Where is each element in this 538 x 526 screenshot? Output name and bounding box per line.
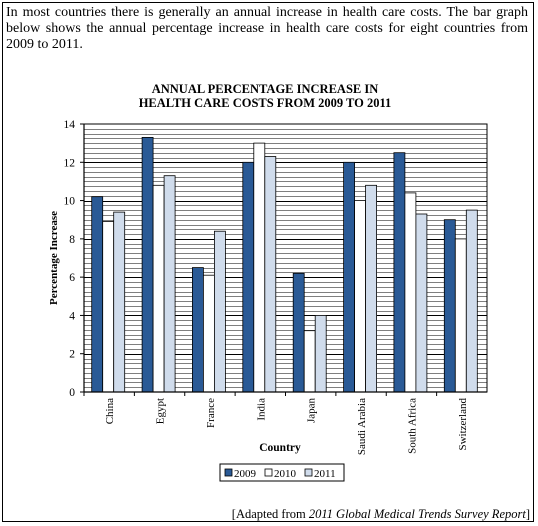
legend-swatch-2010 (264, 468, 273, 477)
y-tick-label: 0 (69, 387, 75, 399)
y-tick-label: 10 (64, 196, 76, 208)
x-tick-label: Japan (306, 398, 318, 424)
bar-2011-switzerland (465, 209, 478, 393)
y-axis-label: Percentage Increase (48, 211, 60, 305)
chart-subtitle: HEALTH CARE COSTS FROM 2009 TO 2011 (139, 96, 392, 110)
bar-2009-south-africa (393, 152, 406, 393)
bar-2011-japan (314, 314, 327, 393)
x-tick-labels: China Egypt France India Japan Saudi Arabia So… (83, 392, 469, 455)
legend-swatch-2011 (304, 468, 313, 477)
bar-2009-egypt (141, 136, 154, 393)
bar-2011-france (213, 230, 226, 393)
legend: 2009 2010 2011 (219, 463, 345, 482)
y-tick-label: 8 (69, 234, 75, 246)
chart-title: ANNUAL PERCENTAGE INCREASE IN (152, 82, 379, 96)
bar-2010-france (202, 274, 215, 393)
bar-2009-india (242, 161, 255, 393)
bar-2010-switzerland (454, 238, 467, 393)
y-tick-label: 12 (64, 157, 76, 169)
bar-2010-egypt (152, 184, 165, 393)
bar-2010-saudi-arabia (354, 200, 367, 393)
bar-2009-france (191, 267, 204, 393)
bar-2011-egypt (163, 175, 176, 393)
x-tick-label: Saudi Arabia (356, 398, 368, 455)
bar-2009-saudi-arabia (343, 161, 356, 393)
y-tick-labels: 0 2 4 6 8 10 12 14 (64, 119, 84, 399)
legend-box (219, 463, 345, 482)
legend-swatch-2009 (224, 468, 233, 477)
source-prefix: [Adapted from (231, 507, 309, 521)
bar-2010-japan (303, 330, 316, 393)
source-title: 2011 Global Medical Trends Survey Report (308, 507, 526, 521)
bars (91, 136, 478, 393)
intro-text: In most countries there is generally an … (6, 5, 528, 52)
bar-2011-saudi-arabia (365, 184, 378, 393)
bar-2011-india (264, 156, 277, 393)
x-tick-label: South Africa (406, 398, 418, 454)
bar-2010-south-africa (404, 192, 417, 393)
bar-2009-japan (292, 272, 305, 393)
bar-2011-south-africa (415, 213, 428, 393)
y-tick-label: 14 (64, 119, 76, 131)
bar-2009-switzerland (443, 219, 456, 393)
legend-label-2010: 2010 (274, 468, 297, 480)
y-tick-label: 4 (69, 310, 75, 322)
bar-2009-china (91, 196, 104, 393)
question-frame (2, 2, 534, 522)
y-tick-label: 2 (69, 349, 75, 361)
legend-label-2009: 2009 (234, 468, 257, 480)
bar-2010-india (253, 142, 266, 393)
x-tick-label: India (255, 398, 267, 421)
x-tick-label: Egypt (155, 398, 167, 424)
y-tick-label: 6 (69, 272, 75, 284)
x-tick-label: Switzerland (457, 398, 469, 451)
source-suffix: ] (525, 507, 530, 521)
x-tick-label: China (104, 398, 116, 424)
legend-label-2011: 2011 (314, 468, 336, 480)
bar-2010-china (102, 221, 115, 393)
bar-2011-china (113, 211, 126, 393)
x-tick-label: France (205, 398, 217, 428)
x-axis-label: Country (259, 442, 301, 454)
source-citation: [Adapted from 2011 Global Medical Trends… (232, 507, 530, 522)
